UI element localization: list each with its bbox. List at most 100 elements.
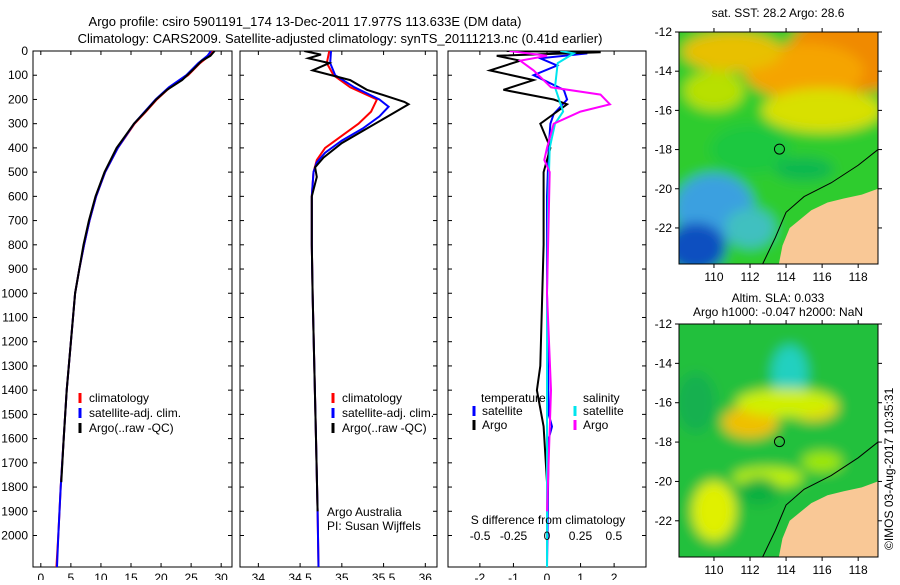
map-sst-map: 110 112 114 116 118 -12 -14 -16 -18 -20 -22 — [655, 25, 882, 284]
x-tick-label: 118 — [849, 270, 868, 284]
annotation: Argo Australia — [327, 505, 402, 519]
legend-title: salinity — [583, 391, 620, 405]
map-blob — [771, 345, 808, 402]
legend-label: satellite-adj. clim. — [342, 406, 434, 420]
x-tick-label: 36 — [419, 571, 433, 580]
x-tick-label: 1 — [577, 571, 584, 580]
x2-axis-label: S difference from climatology — [471, 513, 626, 527]
map-blob — [691, 480, 736, 541]
legend-label: satellite-adj. clim. — [89, 406, 181, 420]
x-tick-label: 2 — [611, 571, 618, 580]
plot-frame — [239, 50, 438, 568]
x-tick-label: 10 — [94, 571, 108, 580]
legend-label: Argo — [583, 418, 609, 432]
map-sla-map: 110 112 114 116 118 -12 -14 -16 -18 -20 -22 — [655, 317, 882, 577]
bathymetry-contour — [762, 149, 878, 264]
title-line-2: Climatology: CARS2009. Satellite-adjuste… — [78, 31, 603, 46]
x-tick-label: 5 — [68, 571, 75, 580]
sla-map-title-line-2: Argo h1000: -0.047 h2000: NaN — [693, 305, 863, 319]
map-field — [679, 32, 878, 264]
y-tick-label: 1100 — [2, 310, 28, 324]
bathymetry-contour — [762, 441, 878, 557]
x-tick-label: 114 — [777, 563, 796, 577]
y-tick-label: 1000 — [1, 286, 28, 300]
y-tick-label: 200 — [8, 92, 28, 106]
x-tick-label: 110 — [704, 563, 723, 577]
y-tick-label: -16 — [655, 396, 673, 410]
x2-tick-label: -0.25 — [500, 529, 528, 543]
profile-panel-temperature: 0100200300400500600700800900100011001200… — [1, 44, 233, 585]
map-blob — [683, 70, 744, 111]
credit-text: ©IMOS 03-Aug-2017 10:35:31 — [882, 387, 896, 550]
y-tick-label: 700 — [8, 214, 28, 228]
map-blob — [679, 222, 726, 264]
x-tick-label: 34.5 — [288, 571, 312, 580]
y-tick-label: 900 — [8, 262, 28, 276]
legend-label: satellite — [583, 404, 624, 418]
y-tick-label: 400 — [8, 141, 28, 155]
y-tick-label: -18 — [655, 143, 673, 157]
land-area — [778, 481, 878, 557]
x2-tick-label: -0.5 — [470, 529, 491, 543]
y-tick-label: -12 — [655, 25, 673, 39]
sla-map-title-line-1: Altim. SLA: 0.033 — [732, 291, 825, 305]
series-line-argo-raw-qc- — [60, 51, 216, 483]
series-line-t-argo — [486, 51, 601, 483]
y-tick-label: 1500 — [1, 407, 28, 421]
y-tick-label: -16 — [655, 103, 673, 117]
y-tick-label: 500 — [8, 165, 28, 179]
map-blob — [736, 388, 837, 417]
x-tick-label: 35.5 — [372, 571, 396, 580]
y-tick-label: 1200 — [1, 335, 28, 349]
sst-map-title: sat. SST: 28.2 Argo: 28.6 — [712, 6, 845, 20]
y-tick-label: 1700 — [1, 456, 28, 470]
x-tick-label: 116 — [813, 270, 832, 284]
y-tick-label: -20 — [655, 474, 673, 488]
x-tick-label: 114 — [777, 270, 796, 284]
series-line-s-argo — [509, 51, 612, 512]
y-tick-label: 1300 — [1, 359, 28, 373]
title-line-1: Argo profile: csiro 5901191_174 13-Dec-2… — [89, 14, 522, 29]
y-tick-label: -12 — [655, 317, 673, 331]
y-tick-label: 0 — [21, 44, 28, 58]
x-tick-label: 118 — [849, 563, 868, 577]
y-tick-label: 600 — [8, 189, 28, 203]
y-tick-label: -22 — [655, 221, 673, 235]
map-field — [679, 324, 878, 557]
map-blob — [710, 124, 791, 175]
map-frame — [678, 31, 879, 265]
x-tick-label: 116 — [813, 563, 832, 577]
annotation: PI: Susan Wijffels — [327, 519, 421, 533]
x-tick-label: 25 — [184, 571, 198, 580]
y-tick-label: 1400 — [1, 383, 28, 397]
x-tick-label: 112 — [740, 270, 759, 284]
y-tick-label: -18 — [655, 435, 673, 449]
x-tick-label: 20 — [154, 571, 168, 580]
map-blob — [802, 451, 843, 472]
x-tick-label: 112 — [740, 563, 759, 577]
x-tick-label: -1 — [508, 571, 519, 580]
land-area — [778, 188, 878, 264]
y-tick-label: 800 — [8, 238, 28, 252]
series-line-argo-raw-qc- — [304, 51, 411, 512]
x-tick-label: 30 — [214, 571, 228, 580]
map-blob — [739, 477, 780, 506]
x-tick-label: 0 — [544, 571, 551, 580]
y-tick-label: 2000 — [1, 529, 28, 543]
legend-label: Argo — [482, 418, 508, 432]
x2-tick-label: 0.5 — [606, 529, 623, 543]
y-tick-label: 1800 — [1, 480, 28, 494]
profile-panel-difference: -2-1012T difference from climatologytemp… — [447, 50, 647, 585]
y-tick-label: 1900 — [1, 504, 28, 518]
x-tick-label: 110 — [704, 270, 723, 284]
x2-tick-label: 0.25 — [569, 529, 593, 543]
x-tick-label: 15 — [124, 571, 138, 580]
y-tick-label: 300 — [8, 117, 28, 131]
map-frame — [678, 323, 879, 558]
y-tick-label: -22 — [655, 514, 673, 528]
y-tick-label: -20 — [655, 182, 673, 196]
x-tick-label: 0 — [37, 571, 44, 580]
legend-label: satellite — [482, 404, 523, 418]
x-tick-label: -2 — [475, 571, 486, 580]
